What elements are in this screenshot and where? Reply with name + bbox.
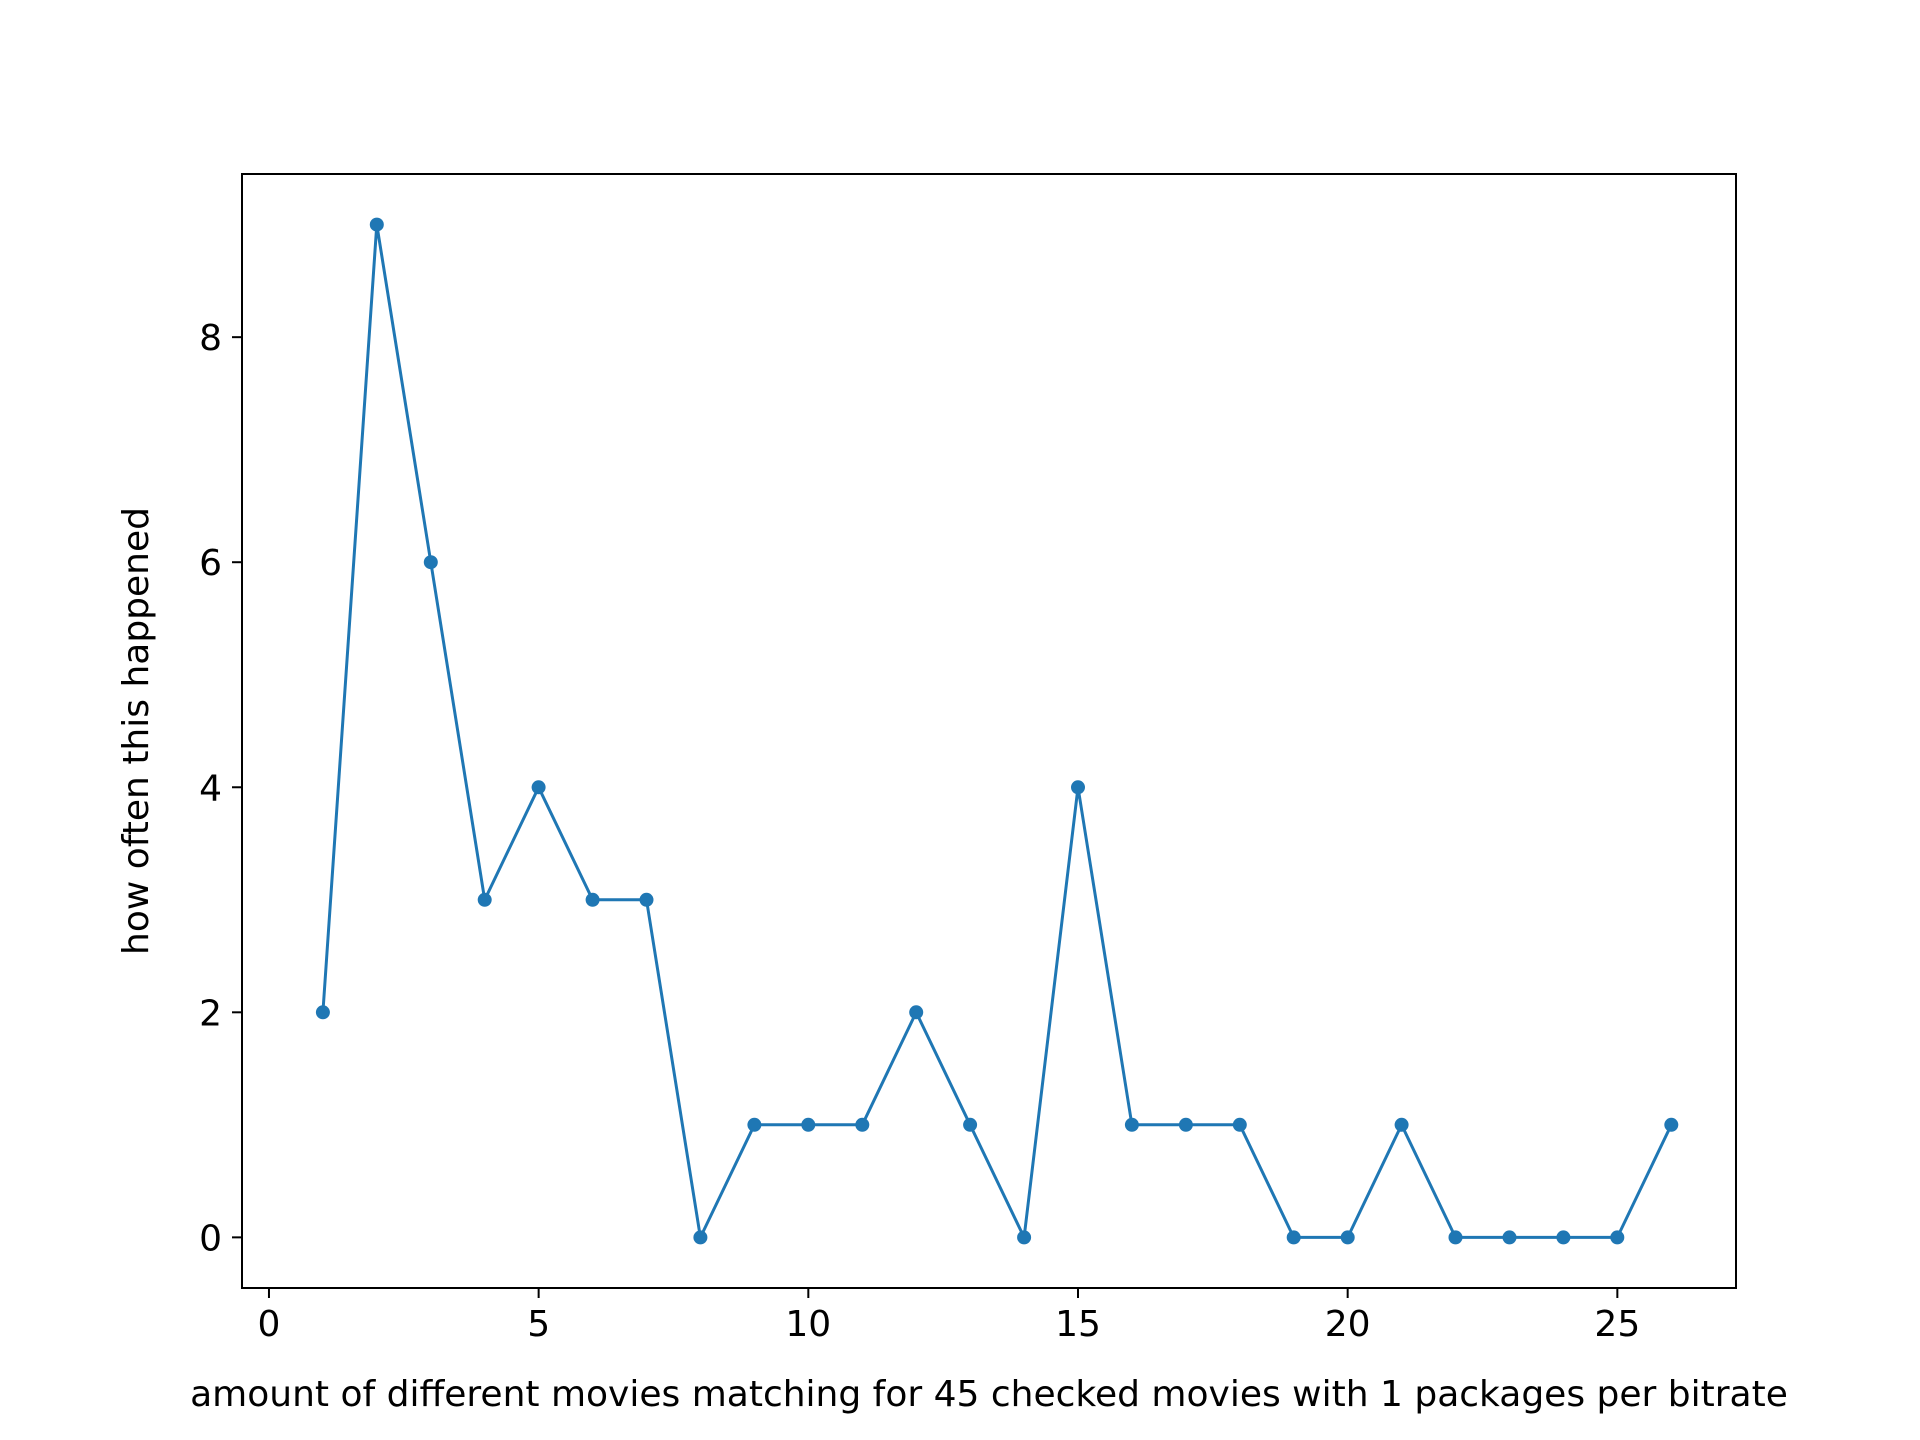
x-tick-label: 10	[785, 1304, 831, 1345]
data-point	[1071, 780, 1085, 795]
data-point	[369, 217, 384, 232]
data-point	[1017, 1230, 1032, 1245]
data-point	[1664, 1117, 1679, 1132]
y-tick-label: 2	[199, 993, 222, 1034]
y-axis-label: how often this happened	[116, 507, 157, 955]
y-axis-ticks: 0 2 4 6 8	[199, 318, 242, 1259]
y-tick-label: 8	[199, 318, 222, 359]
x-tick-label: 25	[1594, 1304, 1640, 1345]
data-point	[909, 1005, 924, 1020]
data-point	[963, 1117, 978, 1132]
data-point	[477, 892, 492, 907]
data-point	[1394, 1117, 1409, 1132]
data-point	[1340, 1230, 1355, 1245]
data-point	[531, 780, 546, 795]
data-point	[639, 892, 654, 907]
x-axis-ticks: 0 5 10 15 20 25	[258, 1288, 1640, 1345]
data-point	[315, 1005, 330, 1020]
data-point	[855, 1117, 870, 1132]
data-point	[801, 1117, 816, 1132]
y-tick-label: 4	[199, 768, 222, 809]
data-point	[1124, 1117, 1139, 1132]
data-point	[1556, 1230, 1571, 1245]
x-axis-label: amount of different movies matching for …	[190, 1374, 1788, 1415]
data-point	[747, 1117, 762, 1132]
series-line	[321, 223, 1673, 1239]
data-point	[1286, 1230, 1301, 1245]
plot-area	[241, 173, 1737, 1289]
axes-frame	[241, 173, 1737, 1289]
x-tick-label: 15	[1055, 1304, 1101, 1345]
data-point	[693, 1230, 708, 1245]
data-point	[1178, 1117, 1193, 1132]
x-tick-label: 20	[1325, 1304, 1371, 1345]
y-tick-label: 6	[199, 543, 222, 584]
data-point	[1610, 1230, 1625, 1245]
x-tick-label: 0	[258, 1304, 281, 1345]
data-point	[585, 892, 600, 907]
data-point	[423, 555, 438, 570]
data-point	[1232, 1117, 1247, 1132]
x-tick-label: 5	[527, 1304, 550, 1345]
data-point	[1502, 1230, 1517, 1245]
y-tick-label: 0	[199, 1218, 222, 1259]
data-point	[1448, 1230, 1463, 1245]
